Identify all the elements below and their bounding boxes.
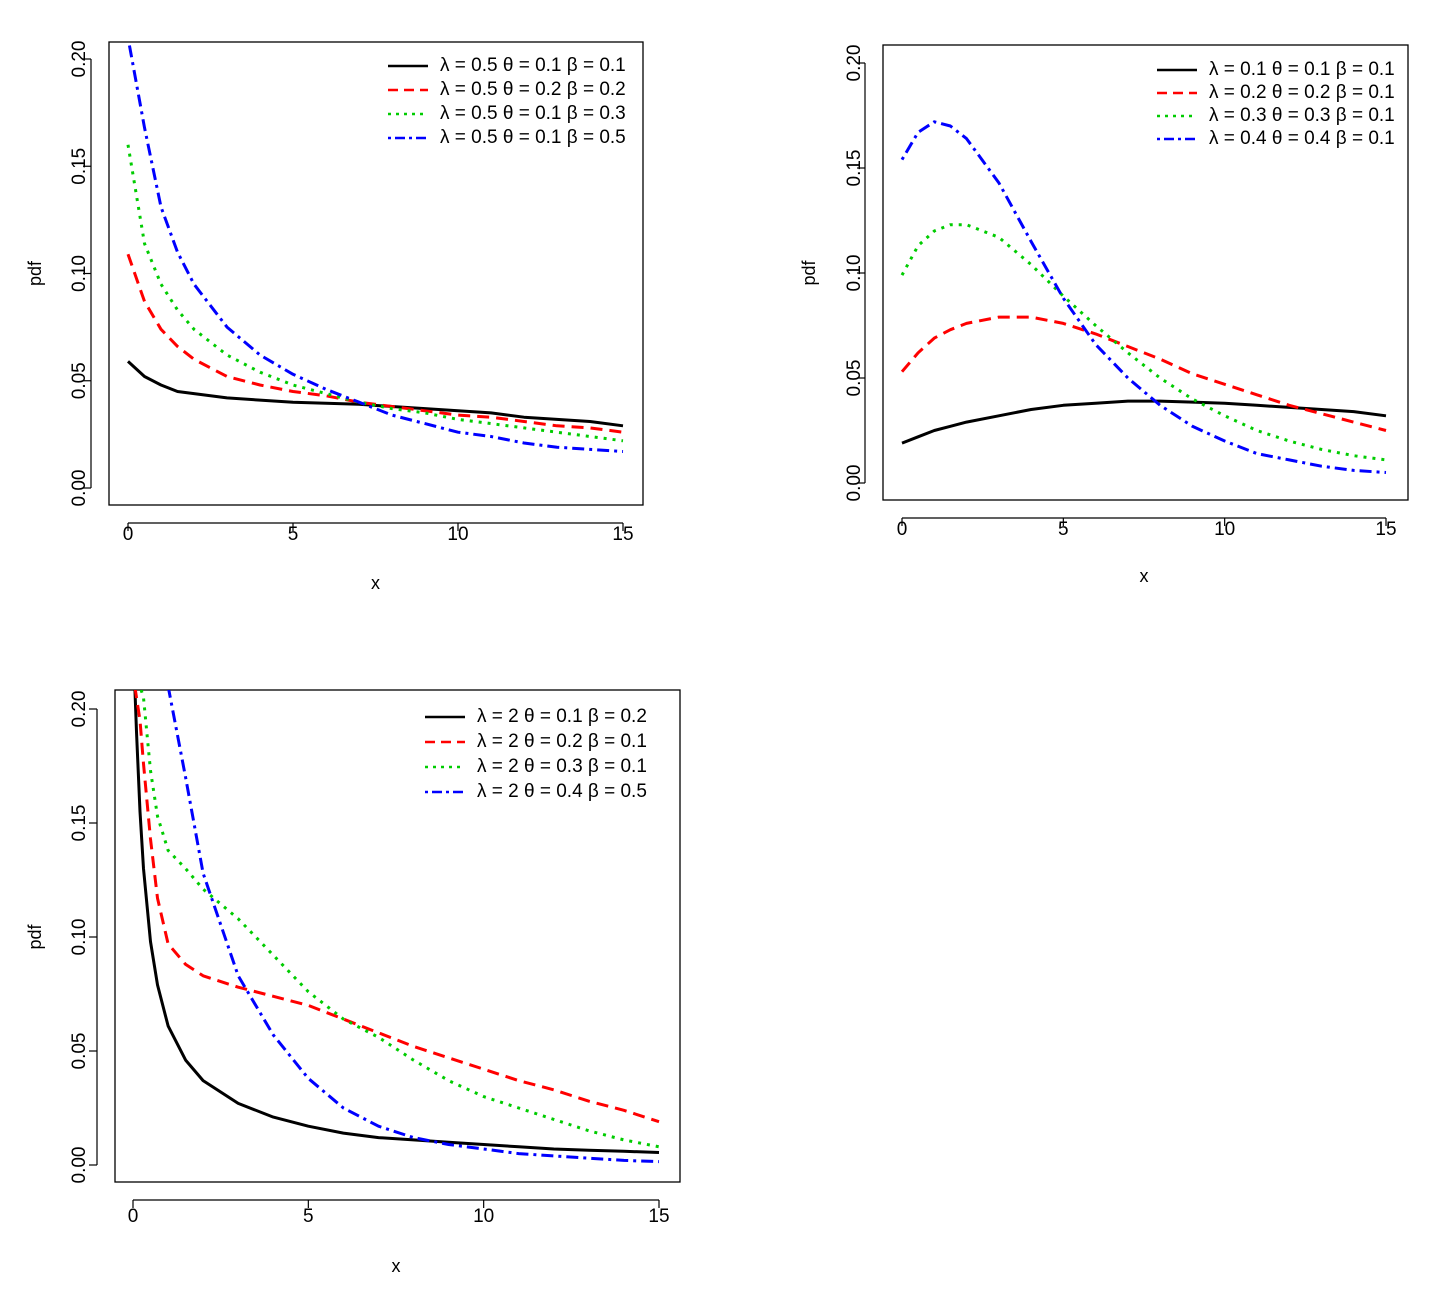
legend-label: λ = 0.5 θ = 0.1 β = 0.3 (440, 103, 626, 124)
legend-label: λ = 0.5 θ = 0.1 β = 0.5 (440, 127, 626, 148)
legend-label: λ = 2 θ = 0.1 β = 0.2 (477, 706, 647, 727)
legend-label: λ = 2 θ = 0.2 β = 0.1 (477, 731, 647, 752)
y-axis-label: pdf (799, 259, 819, 285)
x-tick-label: 10 (473, 1206, 494, 1227)
legend-label: λ = 0.4 θ = 0.4 β = 0.1 (1209, 128, 1395, 149)
x-axis-label: x (392, 1256, 401, 1276)
legend-label: λ = 0.5 θ = 0.1 β = 0.1 (440, 55, 626, 76)
y-tick-label: 0.15 (69, 805, 90, 842)
series-line-1 (133, 690, 660, 1154)
legend: λ = 0.1 θ = 0.1 β = 0.1λ = 0.2 θ = 0.2 β… (1157, 59, 1395, 149)
y-tick-label: 0.10 (69, 255, 90, 292)
x-tick-label: 15 (612, 524, 633, 545)
legend-label: λ = 0.2 θ = 0.2 β = 0.1 (1209, 82, 1395, 103)
y-tick-label: 0.20 (69, 691, 90, 728)
legend-label: λ = 0.1 θ = 0.1 β = 0.1 (1209, 59, 1395, 80)
legend: λ = 0.5 θ = 0.1 β = 0.1 λ = 0.5 θ = 0.2 β… (388, 55, 626, 148)
series-line-2 (133, 690, 660, 1124)
x-tick-label: 5 (288, 524, 299, 545)
series-line-1 (126, 360, 624, 428)
y-tick-label: 0.00 (69, 1147, 90, 1184)
series-line-4 (167, 690, 660, 1164)
series-line-3 (139, 690, 660, 1149)
plot-frame (882, 44, 1409, 501)
legend: λ = 2 θ = 0.1 β = 0.2 λ = 2 θ = 0.2 β = 0… (425, 706, 647, 802)
y-tick-label: 0.20 (69, 41, 90, 78)
y-tick-label: 0.00 (69, 470, 90, 507)
legend-label: λ = 2 θ = 0.4 β = 0.5 (477, 781, 647, 802)
plot-frame (114, 689, 681, 1183)
plot-frame (108, 41, 644, 506)
y-tick-label: 0.05 (844, 360, 865, 397)
x-axis-label: x (371, 573, 380, 593)
legend-label: λ = 0.3 θ = 0.3 β = 0.1 (1209, 105, 1395, 126)
series-line-2 (900, 315, 1387, 432)
series-line-2 (126, 253, 624, 434)
y-axis-label: pdf (25, 923, 45, 949)
y-tick-label: 0.00 (844, 465, 865, 502)
y-axis-label: pdf (25, 260, 45, 286)
x-tick-label: 10 (447, 524, 468, 545)
y-tick-label: 0.10 (69, 919, 90, 956)
series-line-3 (900, 223, 1387, 462)
x-tick-label: 15 (648, 1206, 669, 1227)
x-tick-label: 0 (128, 1206, 139, 1227)
y-tick-label: 0.10 (844, 255, 865, 292)
x-axis-label: x (1140, 566, 1149, 586)
series-line-4 (127, 42, 624, 453)
series-line-1 (901, 399, 1387, 445)
y-tick-label: 0.05 (69, 362, 90, 399)
chart-panel-2: 0 5 10 15 x 0.00 0.05 0.10 0.15 0.20 pdf λ = 0.1 θ … (799, 44, 1409, 586)
series-line-4 (900, 120, 1387, 474)
chart-panel-3: 0 5 10 15 x 0.00 0.05 0.10 0.15 0.20 pdf λ = 2 θ = … (25, 689, 681, 1276)
legend-label: λ = 0.5 θ = 0.2 β = 0.2 (440, 79, 626, 100)
x-tick-label: 5 (303, 1206, 314, 1227)
x-tick-label: 0 (897, 519, 908, 540)
y-tick-label: 0.15 (844, 150, 865, 187)
x-tick-label: 5 (1058, 519, 1069, 540)
x-tick-label: 15 (1375, 519, 1396, 540)
x-tick-label: 10 (1214, 519, 1235, 540)
y-tick-label: 0.15 (69, 148, 90, 185)
legend-label: λ = 2 θ = 0.3 β = 0.1 (477, 756, 647, 777)
y-tick-label: 0.05 (69, 1033, 90, 1070)
y-tick-label: 0.20 (844, 45, 865, 82)
chart-panel-1: 0 5 10 15 x 0.00 0.05 0.10 0.15 0.20 pdf λ = 0.5 θ … (25, 41, 644, 593)
x-tick-label: 0 (123, 524, 134, 545)
